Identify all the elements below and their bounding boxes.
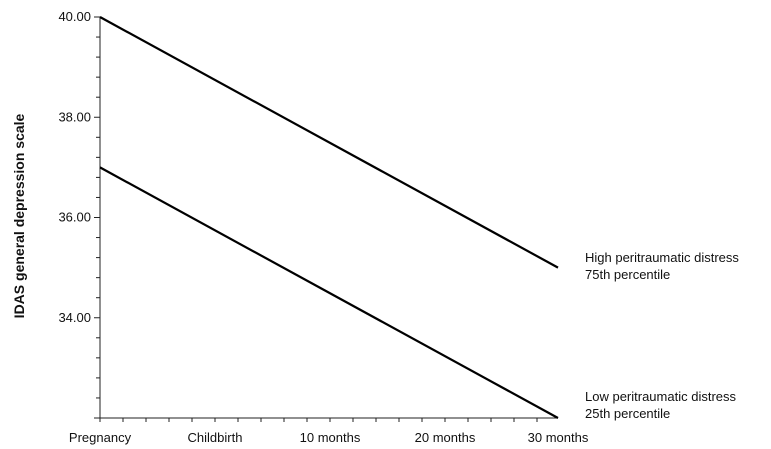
y-tick-label: 40.00 bbox=[58, 9, 91, 24]
series-lines bbox=[100, 17, 558, 418]
series-label-percentile: 75th percentile bbox=[585, 267, 670, 282]
x-tick-label: Pregnancy bbox=[69, 430, 132, 445]
x-tick-label: Childbirth bbox=[188, 430, 243, 445]
series-label-percentile: 25th percentile bbox=[585, 406, 670, 421]
series-label-name: High peritraumatic distress bbox=[585, 250, 739, 265]
x-tick-label: 20 months bbox=[415, 430, 476, 445]
y-axis: 40.00 38.00 36.00 34.00 bbox=[58, 9, 100, 418]
y-tick-label: 34.00 bbox=[58, 310, 91, 325]
series-labels: High peritraumatic distress 75th percenti… bbox=[585, 250, 739, 421]
x-tick-label: 30 months bbox=[528, 430, 589, 445]
x-axis: Pregnancy Childbirth 10 months 20 months 30 … bbox=[69, 418, 589, 445]
series-line-high bbox=[100, 17, 558, 268]
y-axis-title: IDAS general depression scale bbox=[11, 113, 27, 318]
series-line-low bbox=[100, 167, 558, 418]
series-label-name: Low peritraumatic distress bbox=[585, 389, 736, 404]
y-tick-label: 36.00 bbox=[58, 210, 91, 225]
x-tick-label: 10 months bbox=[300, 430, 361, 445]
y-tick-label: 38.00 bbox=[58, 109, 91, 124]
